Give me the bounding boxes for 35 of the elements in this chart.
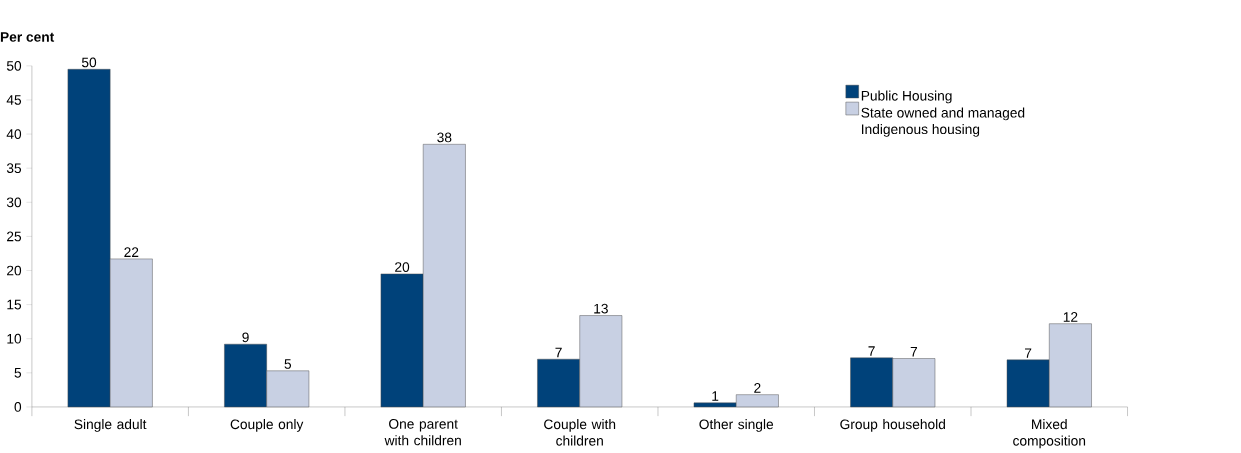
data-label: 7 — [555, 347, 562, 358]
y-tick-label: 5 — [14, 368, 22, 378]
data-label: 2 — [754, 383, 761, 393]
x-tick-label: One parent with children — [384, 419, 461, 446]
data-label: 12 — [1063, 312, 1078, 322]
y-tick-label: 25 — [7, 231, 22, 242]
data-label: 7 — [1025, 348, 1032, 358]
y-tick-label: 30 — [6, 197, 22, 208]
x-tick-label: Group household — [840, 419, 945, 432]
data-label: 13 — [594, 303, 608, 314]
data-label: 7 — [910, 347, 918, 357]
x-tick-label: Other single — [699, 419, 774, 432]
data-label: 1 — [712, 391, 719, 401]
x-tick-label: Single adult — [74, 419, 147, 432]
data-label: 50 — [81, 57, 97, 68]
y-tick-label: 35 — [6, 163, 22, 174]
y-axis-title: Per cent — [0, 32, 55, 42]
legend-label: Public Housing — [861, 90, 952, 104]
data-label: 38 — [437, 132, 452, 143]
y-tick-label: 15 — [7, 299, 22, 310]
x-tick-label: Mixed composition — [1013, 419, 1086, 449]
x-tick-label: Couple with children — [544, 419, 616, 446]
data-label: 5 — [284, 359, 292, 369]
y-tick-label: 45 — [6, 95, 22, 105]
y-tick-label: 0 — [14, 402, 22, 412]
legend-label: State owned and managed Indigenous housing — [861, 107, 1025, 137]
y-tick-label: 40 — [6, 129, 22, 139]
data-label: 22 — [124, 247, 139, 257]
data-label: 20 — [395, 262, 410, 272]
data-label: 9 — [242, 332, 249, 343]
y-tick-label: 20 — [7, 265, 22, 276]
y-tick-label: 10 — [7, 333, 22, 344]
y-tick-label: 50 — [6, 61, 22, 71]
x-tick-label: Couple only — [230, 419, 304, 432]
data-label: 7 — [868, 346, 875, 356]
